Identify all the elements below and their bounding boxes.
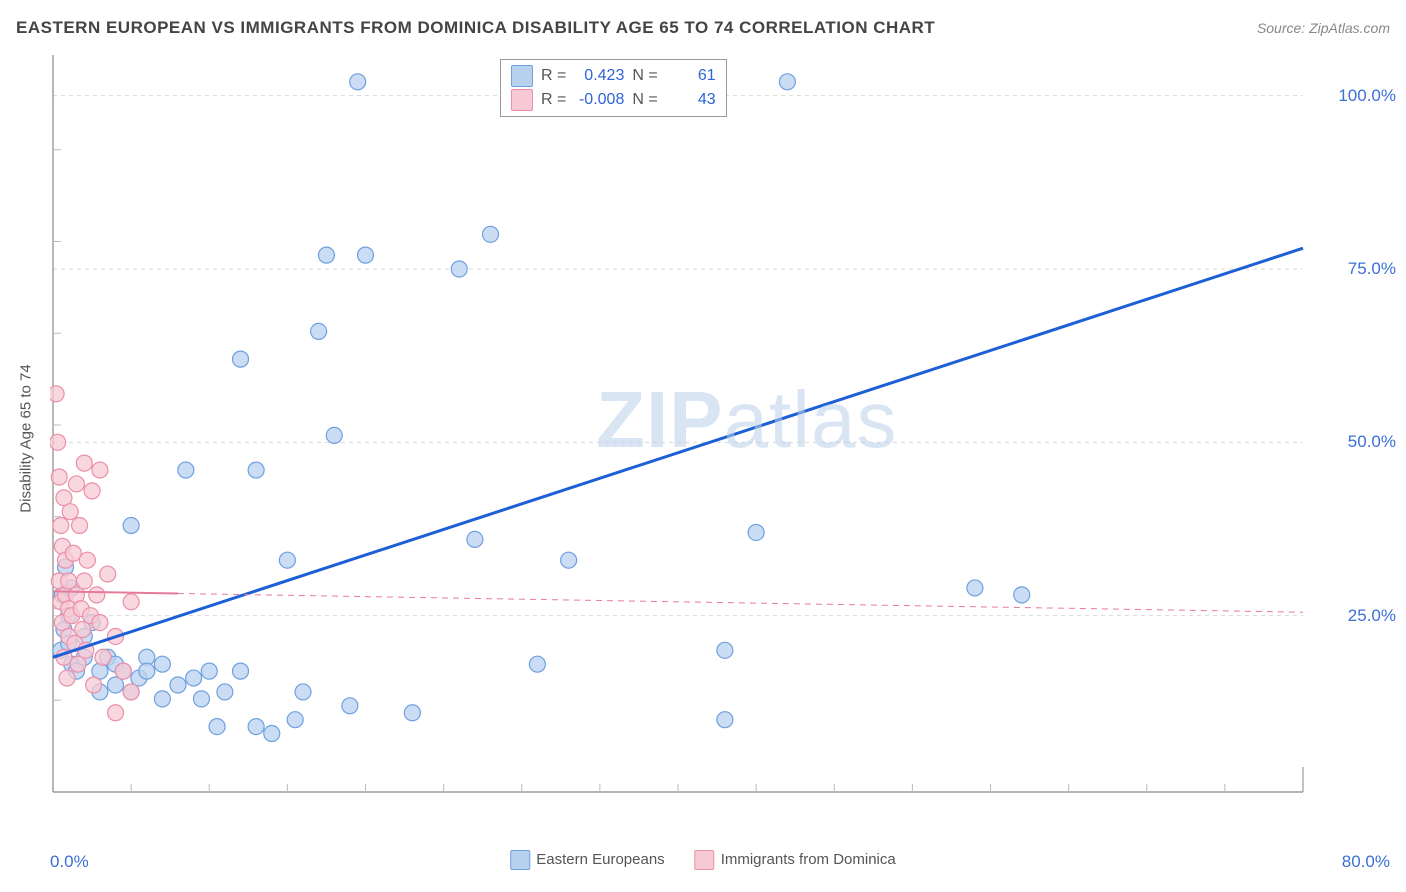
r-label: R = bbox=[541, 91, 566, 109]
x-tick-max: 80.0% bbox=[1342, 852, 1390, 872]
legend-item: Eastern Europeans bbox=[510, 850, 664, 870]
r-label: R = bbox=[541, 67, 566, 85]
legend-swatch bbox=[695, 850, 715, 870]
y-tick: 100.0% bbox=[1338, 86, 1396, 106]
legend-item: Immigrants from Dominica bbox=[695, 850, 896, 870]
chart-area: ZIPatlas R = 0.423 N = 61 R = -0.008 N =… bbox=[50, 55, 1390, 815]
r-value: 0.423 bbox=[574, 67, 624, 85]
y-tick: 25.0% bbox=[1348, 606, 1396, 626]
legend-row: R = 0.423 N = 61 bbox=[511, 64, 716, 88]
legend-row: R = -0.008 N = 43 bbox=[511, 88, 716, 112]
n-value: 61 bbox=[666, 67, 716, 85]
legend-swatch bbox=[511, 65, 533, 87]
legend-label: Immigrants from Dominica bbox=[721, 851, 896, 868]
correlation-legend: R = 0.423 N = 61 R = -0.008 N = 43 bbox=[500, 59, 727, 117]
scatter-plot bbox=[50, 55, 1306, 795]
legend-label: Eastern Europeans bbox=[536, 851, 664, 868]
n-value: 43 bbox=[666, 91, 716, 109]
source-label: Source: ZipAtlas.com bbox=[1257, 20, 1390, 36]
series-legend: Eastern Europeans Immigrants from Dominic… bbox=[510, 850, 895, 870]
x-tick-min: 0.0% bbox=[50, 852, 89, 872]
n-label: N = bbox=[632, 67, 657, 85]
r-value: -0.008 bbox=[574, 91, 624, 109]
y-tick: 75.0% bbox=[1348, 259, 1396, 279]
y-tick: 50.0% bbox=[1348, 432, 1396, 452]
chart-title: EASTERN EUROPEAN VS IMMIGRANTS FROM DOMI… bbox=[16, 18, 935, 38]
legend-swatch bbox=[510, 850, 530, 870]
n-label: N = bbox=[632, 91, 657, 109]
legend-swatch bbox=[511, 89, 533, 111]
y-axis-label: Disability Age 65 to 74 bbox=[18, 364, 35, 512]
chart-header: EASTERN EUROPEAN VS IMMIGRANTS FROM DOMI… bbox=[16, 18, 1390, 38]
